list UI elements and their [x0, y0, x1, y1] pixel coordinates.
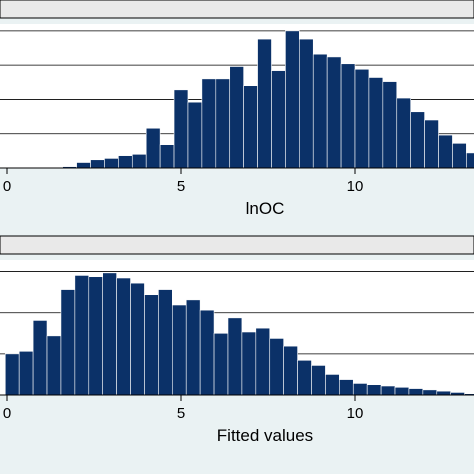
- x-tick-label: 5: [177, 178, 185, 195]
- histogram-bar: [229, 66, 244, 169]
- panel-header-strip: [0, 0, 474, 19]
- histogram-bar: [466, 152, 474, 169]
- histogram-bar: [158, 289, 173, 396]
- histogram-bar: [422, 389, 438, 396]
- histogram-bar: [199, 309, 215, 396]
- histogram-bar: [243, 85, 258, 169]
- histogram-bar: [368, 77, 384, 169]
- x-tick-label: 0: [3, 178, 11, 195]
- histogram-bar: [102, 272, 117, 396]
- histogram-bar: [104, 158, 119, 169]
- histogram-bar: [88, 276, 103, 396]
- x-axis-ticks: 0 5 10: [3, 395, 364, 422]
- histogram-bar: [255, 327, 271, 396]
- histogram-bar: [394, 386, 410, 396]
- panel-header-strip: [0, 235, 474, 255]
- histogram-bar: [283, 345, 298, 396]
- histogram-bar: [410, 111, 425, 169]
- histogram-bar: [90, 159, 105, 169]
- x-tick-label: 0: [3, 405, 11, 422]
- histogram-bar: [339, 379, 354, 396]
- x-axis-label: Fitted values: [217, 426, 313, 445]
- histogram-bar: [185, 299, 201, 396]
- histogram-bar: [325, 374, 340, 396]
- histogram-bar: [116, 277, 131, 396]
- histogram-bar: [438, 134, 453, 169]
- histogram-bar: [18, 350, 34, 396]
- histogram-bar: [74, 275, 90, 396]
- histogram-bar: [131, 153, 147, 169]
- histogram-bar: [201, 78, 217, 169]
- histogram-bar: [354, 68, 370, 169]
- histogram-bar: [118, 155, 133, 169]
- histogram-bar: [46, 335, 62, 396]
- x-tick-label: 5: [177, 405, 185, 422]
- panel-fitted-values: 0 5 10 Fitted values: [0, 235, 474, 445]
- histogram-bar: [4, 353, 20, 396]
- x-axis-ticks: 0 5 10: [3, 168, 364, 195]
- histogram-bar: [144, 294, 159, 396]
- histogram-bar: [257, 38, 272, 169]
- bars: [4, 272, 474, 396]
- bars: [62, 30, 474, 169]
- histogram-bar: [312, 53, 328, 169]
- histogram-bar: [172, 304, 187, 396]
- histogram-bar: [352, 383, 368, 396]
- histogram-bar: [213, 332, 229, 396]
- histogram-bar: [159, 144, 175, 169]
- histogram-bar: [436, 390, 451, 396]
- histogram-bar: [285, 30, 300, 169]
- histogram-bar: [241, 331, 257, 396]
- histogram-bar: [173, 89, 189, 169]
- histogram-bar: [269, 338, 284, 396]
- x-tick-label: 10: [347, 178, 364, 195]
- histogram-bar: [326, 56, 342, 169]
- histogram-bar: [382, 81, 398, 169]
- histogram-bar: [452, 143, 467, 169]
- x-axis-label: lnOC: [246, 199, 285, 218]
- histogram-bar: [130, 282, 145, 396]
- histogram-bar: [297, 359, 312, 396]
- histogram-bar: [396, 97, 411, 169]
- histogram-bar: [311, 365, 326, 396]
- histogram-bar: [366, 384, 382, 396]
- panel-lnoc: 0 5 10 lnOC: [0, 0, 474, 218]
- histogram-bar: [215, 78, 231, 169]
- histogram-bar: [60, 289, 76, 396]
- histogram-bar: [424, 119, 439, 169]
- histogram-bar: [380, 385, 396, 396]
- histogram-bar: [299, 38, 314, 169]
- x-tick-label: 10: [347, 405, 364, 422]
- histogram-bar: [145, 127, 161, 169]
- histogram-bar: [187, 101, 203, 169]
- histogram-bar: [340, 63, 356, 169]
- histogram-bar: [32, 320, 48, 396]
- histogram-bar: [76, 162, 91, 169]
- histogram-bar: [408, 388, 424, 396]
- histogram-bar: [271, 70, 286, 169]
- histogram-bar: [227, 317, 243, 396]
